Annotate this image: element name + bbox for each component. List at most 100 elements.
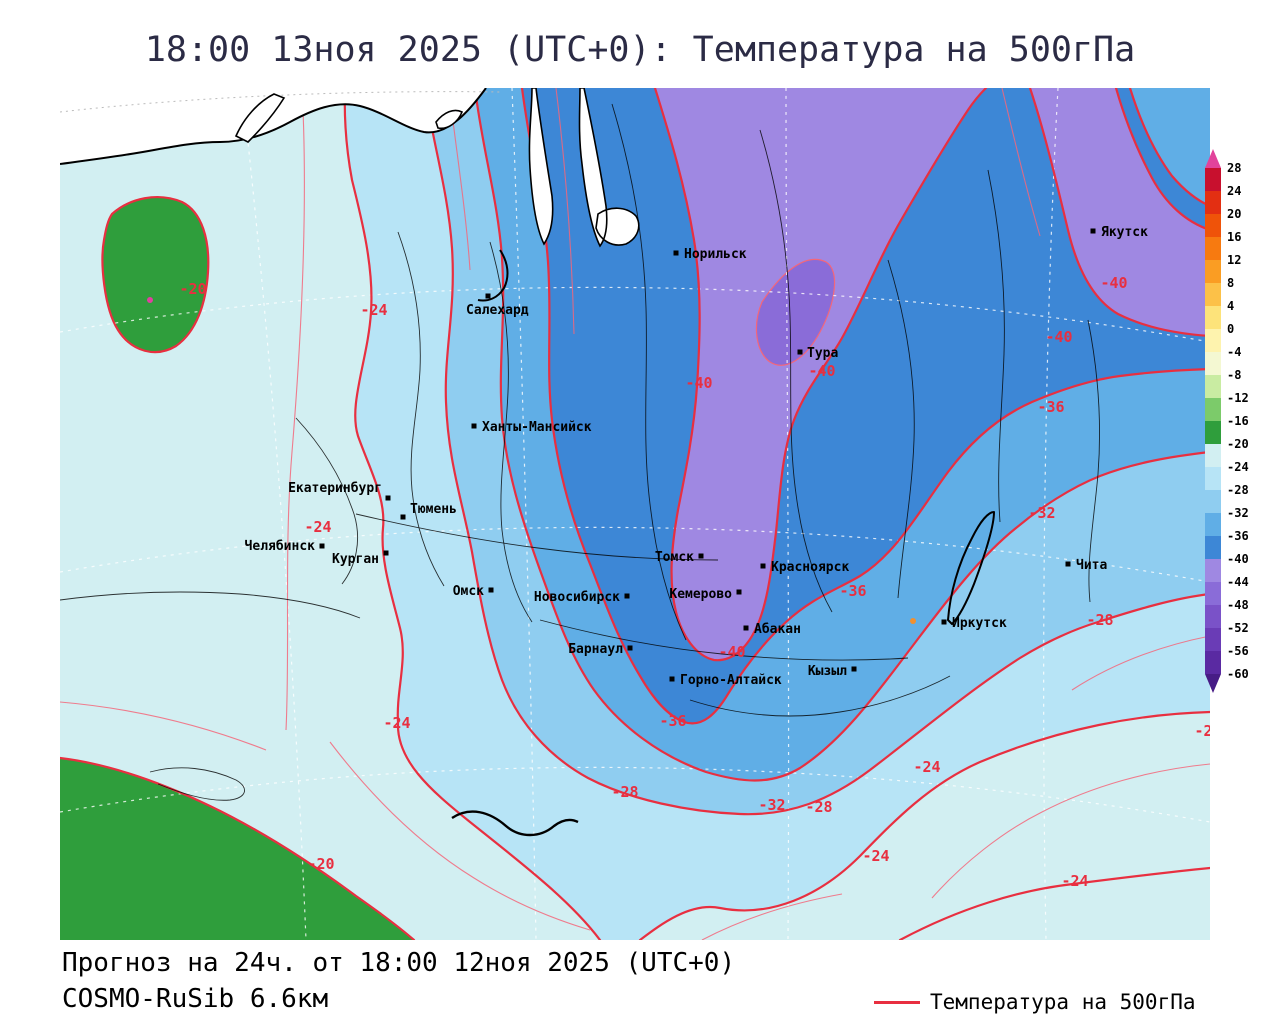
city-label: Салехард [466, 303, 529, 318]
colorbar: 28 24 20 16 12 8 4 0 -4 -8 -12 -16 -20 -24 -28 -32 -36 -4… [1205, 149, 1249, 693]
colorbar-segment [1205, 628, 1221, 651]
city-label: Кызыл [808, 664, 847, 679]
colorbar-segment [1205, 582, 1221, 605]
city-label: Горно-Алтайск [680, 673, 782, 688]
city-label: Омск [453, 584, 484, 599]
city-label: Новосибирск [534, 590, 620, 605]
coastline [60, 88, 995, 625]
city-marker: Кызыл [808, 664, 857, 679]
colorbar-segment [1205, 651, 1221, 674]
contour-label: -24 [913, 758, 940, 776]
colorbar-tick-label: -32 [1227, 506, 1249, 520]
colorbar-segment [1205, 467, 1221, 490]
city-label: Чита [1076, 558, 1107, 573]
city-marker: Якутск [1090, 225, 1148, 240]
cities-layer: Норильск Якутск Салехард Тура Ханты-Мансийск… [147, 225, 1148, 688]
city-marker: Красноярск [760, 560, 849, 575]
contour-label: -24 [862, 847, 889, 865]
city-marker: Кемерово [669, 587, 742, 602]
legend: Температура на 500гПа [874, 990, 1196, 1014]
colorbar-segment [1205, 421, 1221, 444]
city-dot [1090, 228, 1096, 234]
city-marker: Ханты-Мансийск [471, 420, 592, 435]
colorbar-tick-label: 16 [1227, 230, 1241, 244]
city-marker: Томск [655, 550, 704, 565]
contour-label: -28 [1086, 611, 1113, 629]
colorbar-tick-label: -28 [1227, 483, 1249, 497]
contour-label: -24 [1061, 872, 1088, 890]
city-dot [471, 423, 477, 429]
city-label: Норильск [684, 247, 747, 262]
station-dot [910, 618, 916, 624]
city-dot [383, 550, 389, 556]
page-title: 18:00 13ноя 2025 (UTC+0): Температура на… [144, 30, 1136, 70]
city-label: Тура [807, 346, 838, 361]
city-label: Якутск [1101, 225, 1148, 240]
band-minus40-northeast [1030, 88, 1210, 336]
city-dot [400, 514, 406, 520]
contour-label: -36 [659, 712, 686, 730]
city-label: Кемерово [669, 587, 732, 602]
contour-label: -28 [611, 783, 638, 801]
colorbar-tick-label: 4 [1227, 299, 1234, 313]
colorbar-tick-label: -40 [1227, 552, 1249, 566]
colorbar-tick-label: 20 [1227, 207, 1241, 221]
city-dot [760, 563, 766, 569]
city-marker: Иркутск [941, 616, 1007, 631]
contour-labels-layer: -20 -24 -24 -40 -40 -40 -40 -36 -32 -28 -36 -40 -36 -… [179, 274, 1210, 890]
legend-label: Температура на 500гПа [930, 990, 1196, 1014]
city-dot [941, 619, 947, 625]
colorbar-segment [1205, 283, 1221, 306]
colorbar-segment [1205, 605, 1221, 628]
contour-label: -40 [718, 643, 745, 661]
colorbar-segment [1205, 513, 1221, 536]
colorbar-segment [1205, 329, 1221, 352]
colorbar-tick-label: 8 [1227, 276, 1234, 290]
city-dot [485, 293, 491, 299]
city-dot [743, 625, 749, 631]
city-dot [673, 250, 679, 256]
colorbar-tick-label: -16 [1227, 414, 1249, 428]
city-label: Томск [655, 550, 694, 565]
islands-and-gulfs [234, 88, 640, 248]
colorbar-segment [1205, 352, 1221, 375]
colorbar-segment [1205, 168, 1221, 191]
contour-label: -24 [360, 301, 387, 319]
colorbar-tick-label: -56 [1227, 644, 1249, 658]
city-label: Абакан [754, 622, 801, 637]
city-label: Ханты-Мансийск [482, 420, 592, 435]
colorbar-tick-label: -60 [1227, 667, 1249, 681]
city-label: Екатеринбург [288, 481, 382, 496]
city-dot [797, 349, 803, 355]
city-label: Барнаул [568, 642, 623, 657]
band-warm-northwest [101, 196, 210, 354]
city-marker: Барнаул [568, 642, 633, 657]
model-info: COSMO-RuSib 6.6км [62, 984, 329, 1014]
city-dot [698, 553, 704, 559]
colorbar-segment [1205, 375, 1221, 398]
contour-label: -40 [685, 374, 712, 392]
colorbar-segment [1205, 191, 1221, 214]
city-marker: Горно-Алтайск [669, 673, 782, 688]
contour-label: -40 [1045, 328, 1072, 346]
contour-label: -40 [1100, 274, 1127, 292]
city-label: Курган [332, 552, 379, 567]
contour-label: -32 [758, 796, 785, 814]
border-heavy-south [451, 810, 579, 837]
city-marker: Норильск [673, 247, 747, 262]
city-label: Красноярск [771, 560, 849, 575]
colorbar-segment [1205, 559, 1221, 582]
city-dot [736, 589, 742, 595]
contour-label: -36 [839, 582, 866, 600]
city-marker: Салехард [466, 293, 529, 318]
colorbar-tick-label: 12 [1227, 253, 1241, 267]
colorbar-tick-label: -12 [1227, 391, 1249, 405]
city-marker: Омск [453, 584, 494, 599]
forecast-info: Прогноз на 24ч. от 18:00 12ноя 2025 (UTC… [62, 948, 736, 978]
city-dot [669, 676, 675, 682]
contour-label: -24 [304, 518, 331, 536]
city-dot [1065, 561, 1071, 567]
colorbar-segment [1205, 237, 1221, 260]
colorbar-tick-label: 28 [1227, 161, 1241, 175]
